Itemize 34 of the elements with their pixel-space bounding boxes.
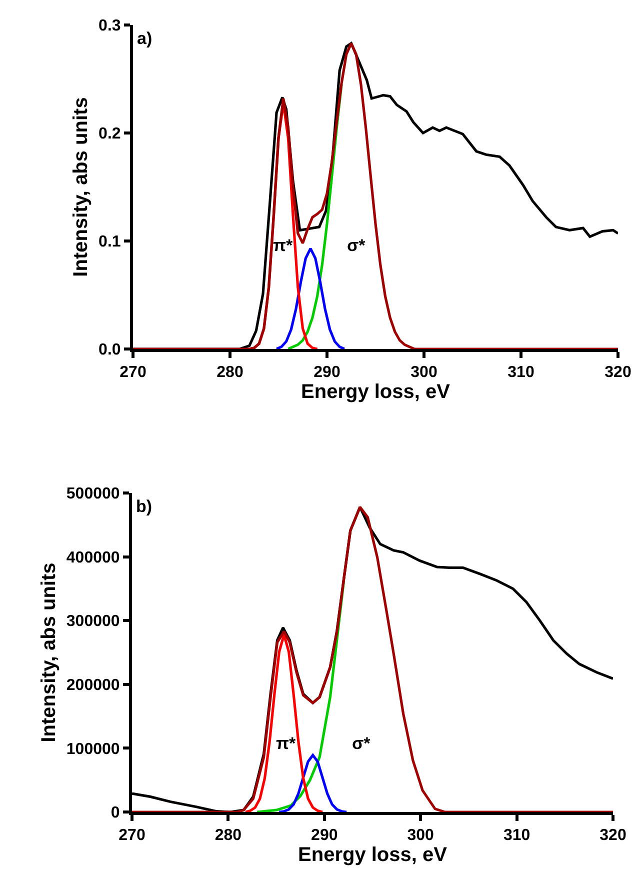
x-tick-label: 290 xyxy=(311,827,338,844)
y-tick-label: 100000 xyxy=(66,740,120,758)
y-tick-label: 500000 xyxy=(66,486,120,503)
y-tick-label: 200000 xyxy=(66,677,120,694)
y-tick-label: 0.2 xyxy=(98,126,121,143)
annotation: π* xyxy=(276,734,296,753)
x-tick-label: 310 xyxy=(508,364,534,382)
line-series xyxy=(244,633,324,812)
annotation: a) xyxy=(137,29,152,48)
y-tick-label: 300000 xyxy=(66,613,120,630)
annotation: σ* xyxy=(347,236,366,255)
x-tick-label: 270 xyxy=(120,364,146,382)
x-tick-label: 270 xyxy=(118,827,146,844)
x-tick-label: 320 xyxy=(604,364,632,382)
x-tick-label: 290 xyxy=(314,364,340,382)
x-tick-label: 300 xyxy=(407,827,434,844)
x-axis-title: Energy loss, eV xyxy=(298,844,448,866)
x-axis-title: Energy loss, eV xyxy=(301,381,451,404)
annotation: σ* xyxy=(352,734,371,753)
y-axis-title: Intensity, abs units xyxy=(38,562,60,742)
x-tick-label: 310 xyxy=(503,827,530,844)
x-tick-label: 300 xyxy=(410,364,438,382)
y-tick-label: 0.1 xyxy=(98,234,121,251)
line-series xyxy=(278,754,348,812)
y-tick-label: 0.0 xyxy=(98,342,121,359)
x-tick-label: 280 xyxy=(214,827,242,844)
y-tick-label: 0 xyxy=(110,804,120,822)
annotation: b) xyxy=(136,497,152,516)
y-axis-title: Intensity, abs units xyxy=(70,97,92,277)
y-tick-label: 400000 xyxy=(66,549,120,566)
x-tick-label: 320 xyxy=(600,827,626,844)
annotation: π* xyxy=(273,236,294,255)
x-tick-label: 280 xyxy=(216,364,244,382)
y-tick-label: 0.3 xyxy=(98,18,121,35)
